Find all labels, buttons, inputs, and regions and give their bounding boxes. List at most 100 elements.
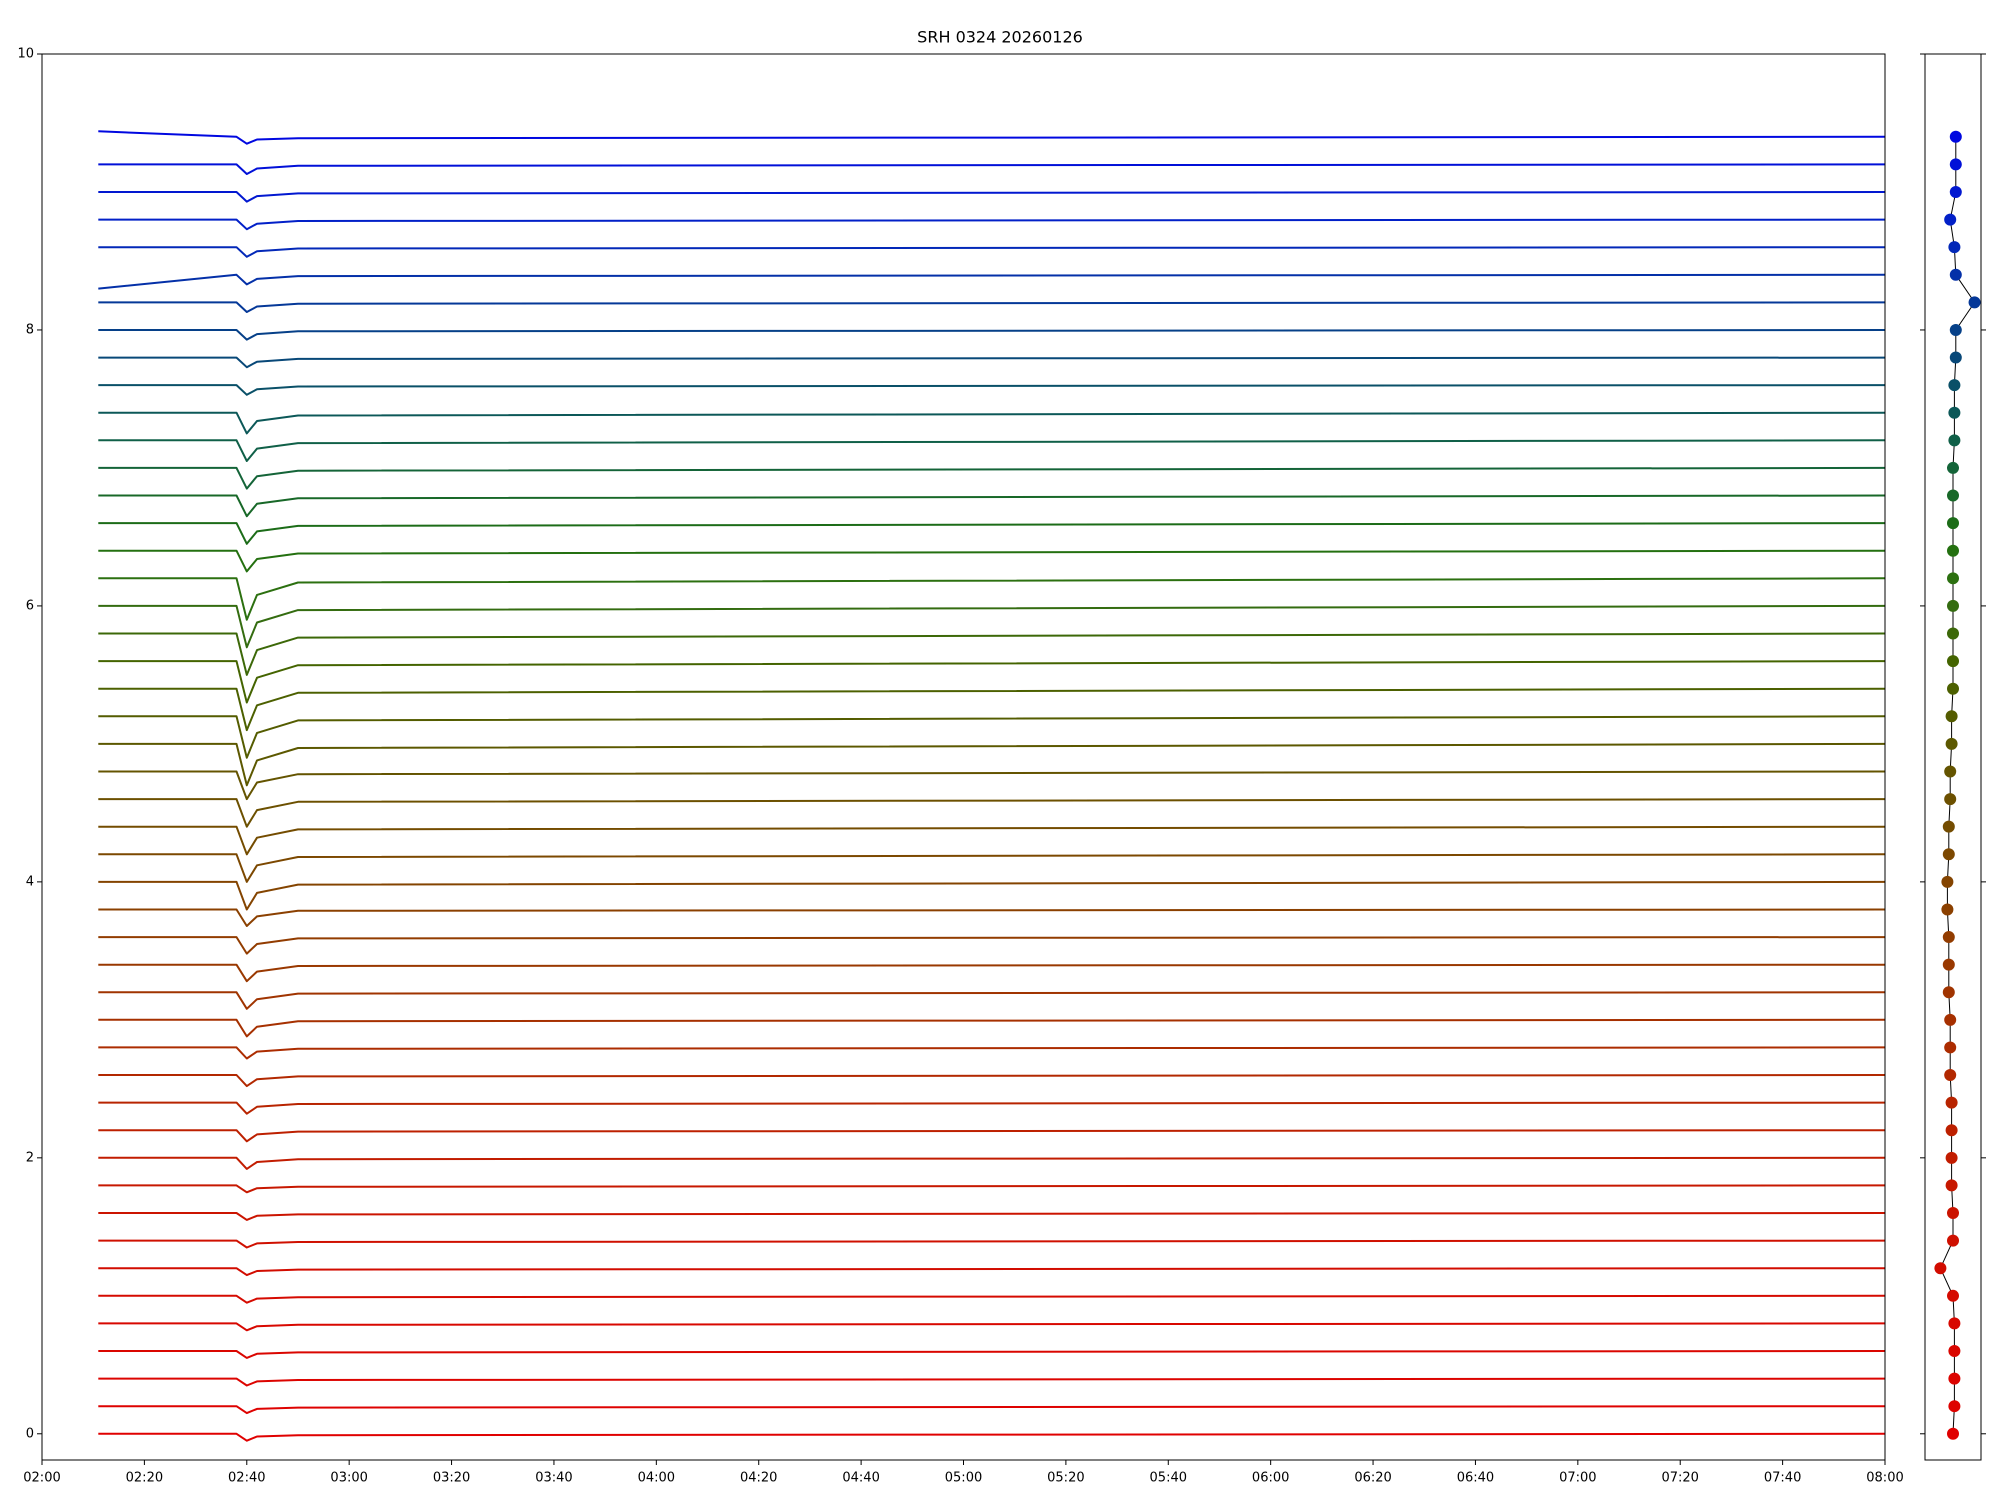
trace <box>98 191 1886 203</box>
profile-point <box>1945 710 1958 723</box>
x-tick-label: 06:20 <box>1354 1471 1391 1486</box>
profile-point <box>1947 1427 1959 1440</box>
profile-point <box>1942 986 1955 999</box>
trace <box>98 991 1886 1010</box>
trace <box>98 1405 1886 1415</box>
trace <box>98 273 1886 290</box>
trace <box>98 742 1886 787</box>
trace <box>98 130 1886 145</box>
trace <box>98 549 1886 573</box>
profile-point <box>1945 1179 1958 1192</box>
x-tick-label: 04:20 <box>740 1471 777 1486</box>
y-tick-label: 8 <box>26 322 34 337</box>
profile-point <box>1947 599 1959 612</box>
x-tick-label: 02:20 <box>126 1471 163 1486</box>
profile-point <box>1949 185 1962 198</box>
trace <box>98 1239 1886 1249</box>
trace <box>98 1129 1886 1143</box>
trace <box>98 439 1886 462</box>
x-tick-label: 05:20 <box>1047 1471 1084 1486</box>
profile-point <box>1949 323 1962 336</box>
trace <box>98 880 1886 911</box>
profile-point <box>1947 1234 1959 1247</box>
trace <box>98 1267 1886 1277</box>
profile-point <box>1947 627 1959 640</box>
profile-point <box>1947 544 1959 557</box>
profile-point <box>1947 461 1959 474</box>
profile-point <box>1949 351 1962 364</box>
trace <box>98 1018 1886 1038</box>
y-tick-label: 2 <box>26 1150 34 1165</box>
x-tick-label: 02:40 <box>228 1471 265 1486</box>
trace <box>98 384 1886 396</box>
x-tick-label: 04:00 <box>638 1471 675 1486</box>
trace <box>98 770 1886 801</box>
trace <box>98 1101 1886 1115</box>
plot-frame <box>41 53 1886 1461</box>
profile-point <box>1948 1372 1961 1385</box>
trace <box>98 687 1886 732</box>
trace <box>98 1184 1886 1194</box>
profile-point <box>1944 1013 1957 1026</box>
profile-point <box>1945 1096 1958 1109</box>
profile-point <box>1944 1041 1957 1054</box>
profile-point <box>1944 1069 1957 1082</box>
x-tick-label: 02:00 <box>23 1471 60 1486</box>
chart-title: SRH 0324 20260126 <box>917 28 1083 47</box>
profile-point <box>1948 406 1961 419</box>
profile-point <box>1942 958 1955 971</box>
profile-point <box>1968 296 1981 309</box>
profile-point <box>1947 682 1959 695</box>
x-tick-label: 07:20 <box>1661 1471 1698 1486</box>
x-tick-label: 07:40 <box>1764 1471 1801 1486</box>
trace <box>98 1046 1886 1060</box>
trace <box>98 825 1886 856</box>
profile-point <box>1948 434 1961 447</box>
trace <box>98 715 1886 759</box>
profile-point <box>1947 517 1959 530</box>
trace <box>98 522 1886 545</box>
y-tick-label: 4 <box>26 874 34 889</box>
profile-point <box>1945 1151 1958 1164</box>
trace <box>98 632 1886 676</box>
profile-point <box>1948 1400 1961 1413</box>
trace <box>98 163 1886 175</box>
profile-point <box>1948 379 1961 392</box>
panel-frame <box>1924 53 1982 1461</box>
trace <box>98 936 1886 955</box>
trace <box>98 1432 1886 1442</box>
trace <box>98 1350 1886 1359</box>
x-tick-label: 03:20 <box>433 1471 470 1486</box>
y-tick-label: 6 <box>26 598 34 613</box>
trace <box>98 577 1886 621</box>
trace <box>98 963 1886 983</box>
profile-point <box>1944 213 1957 226</box>
profile-point <box>1947 1207 1959 1220</box>
x-tick-label: 04:40 <box>842 1471 879 1486</box>
profile-point <box>1942 848 1955 861</box>
profile-point <box>1948 1344 1961 1357</box>
x-tick-label: 06:00 <box>1252 1471 1289 1486</box>
trace <box>98 301 1886 313</box>
x-tick-label: 05:00 <box>945 1471 982 1486</box>
x-tick-label: 05:40 <box>1150 1471 1187 1486</box>
trace <box>98 218 1886 231</box>
profile-point <box>1941 875 1954 888</box>
profile-point <box>1945 737 1958 750</box>
trace <box>98 660 1886 704</box>
trace <box>98 1377 1886 1387</box>
trace <box>98 246 1886 258</box>
trace <box>98 1074 1886 1088</box>
y-tick-label: 10 <box>17 47 34 62</box>
trace <box>98 411 1886 435</box>
profile-point <box>1941 903 1954 916</box>
x-tick-label: 03:40 <box>535 1471 572 1486</box>
profile-point <box>1949 268 1962 281</box>
trace <box>98 356 1886 369</box>
trace <box>98 604 1886 649</box>
trace <box>98 853 1886 883</box>
trace <box>98 1212 1886 1221</box>
profile-point <box>1947 572 1959 585</box>
profile-point <box>1948 1317 1961 1330</box>
